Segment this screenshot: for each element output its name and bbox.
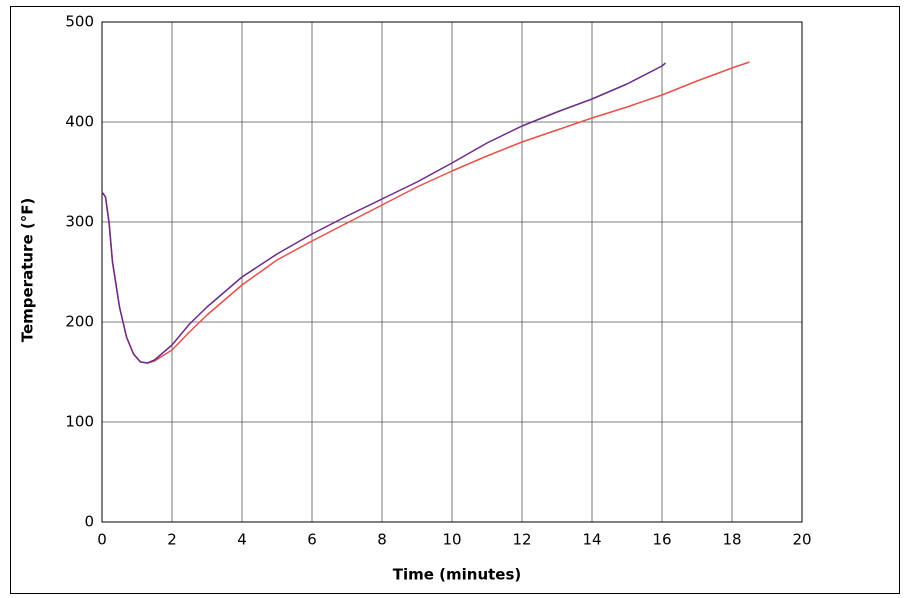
x-tick-label: 6: [307, 531, 317, 549]
x-tick-label: 10: [442, 531, 461, 549]
x-tick-label: 20: [792, 531, 811, 549]
x-tick-label: 4: [237, 531, 247, 549]
x-tick-label: 8: [377, 531, 387, 549]
y-tick-label: 400: [65, 113, 94, 131]
y-tick-label: 500: [65, 13, 94, 31]
x-axis-title: Time (minutes): [393, 566, 522, 584]
data-line: [101, 61, 750, 364]
x-tick-label: 12: [512, 531, 531, 549]
y-axis-title: Temperature (°F): [19, 198, 37, 343]
frame: [10, 6, 900, 594]
x-tick-label: 18: [722, 531, 741, 549]
y-tick-label: 200: [65, 313, 94, 331]
x-tick-label: 0: [97, 531, 107, 549]
x-tick-label: 2: [167, 531, 177, 549]
y-tick-label: 300: [65, 213, 94, 231]
x-tick-label: 16: [652, 531, 671, 549]
plot-border: [101, 21, 803, 523]
x-tick-label: 14: [582, 531, 601, 549]
data-line: [101, 62, 666, 364]
y-tick-label: 0: [84, 513, 94, 531]
y-tick-label: 100: [65, 413, 94, 431]
